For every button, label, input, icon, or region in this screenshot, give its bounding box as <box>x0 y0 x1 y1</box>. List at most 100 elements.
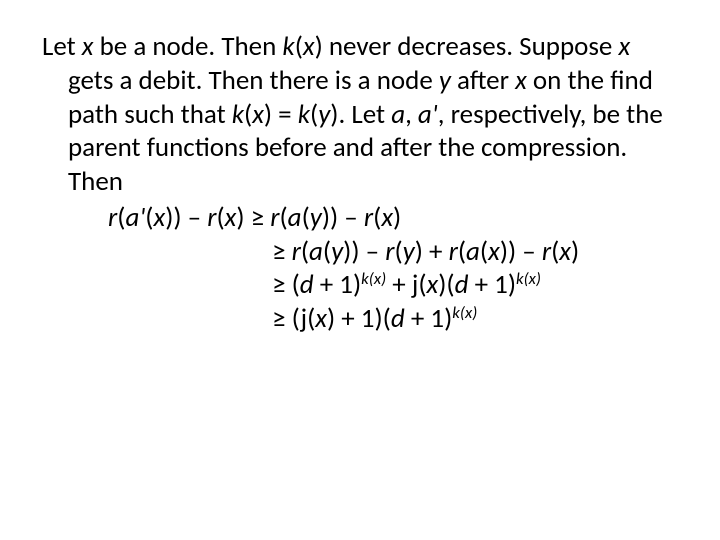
t: + <box>405 302 431 335</box>
intro-paragraph: Let x be a node. Then k(x) never decreas… <box>42 30 678 199</box>
t: ) <box>508 235 516 268</box>
t: + <box>468 268 494 301</box>
t: after <box>451 64 515 97</box>
t: ) <box>351 235 359 268</box>
var-y: y <box>310 201 322 234</box>
var-x: x <box>252 98 264 131</box>
t: ) <box>508 268 516 301</box>
slide-text-body: Let x be a node. Then k(x) never decreas… <box>42 30 678 336</box>
t: + <box>314 268 340 301</box>
t: be a node. Then <box>94 30 283 63</box>
t: 1 <box>494 268 508 301</box>
t: ) <box>415 235 423 268</box>
ge: ≥ <box>272 235 292 268</box>
t: ( <box>302 201 310 234</box>
t: + <box>386 268 412 301</box>
t: ( <box>446 268 454 301</box>
t: ( <box>292 302 301 335</box>
var-r: r <box>108 201 117 234</box>
t: ( <box>418 268 426 301</box>
var-x: x <box>488 235 500 268</box>
t: + <box>423 235 449 268</box>
t: ) <box>330 201 338 234</box>
t: ) <box>322 201 330 234</box>
t: ( <box>301 235 309 268</box>
t: ) <box>315 30 323 63</box>
t: ( <box>216 201 224 234</box>
t: ) <box>500 235 508 268</box>
var-k: k <box>232 98 244 131</box>
t: 1 <box>430 302 444 335</box>
sup-kx: k(x) <box>361 269 386 289</box>
ge: ≥ <box>272 268 292 301</box>
var-r: r <box>364 201 373 234</box>
var-a: a <box>391 98 405 131</box>
t: ( <box>244 98 252 131</box>
var-x: x <box>427 268 439 301</box>
var-x: x <box>315 302 327 335</box>
var-x: x <box>618 30 630 63</box>
t: ) <box>173 201 181 234</box>
t: Let <box>42 30 82 63</box>
slide: Let x be a node. Then k(x) never decreas… <box>0 0 720 540</box>
t: ) <box>327 302 335 335</box>
var-aprime: a' <box>418 98 438 131</box>
t: 1 <box>361 302 375 335</box>
var-d: d <box>391 302 405 335</box>
inequality-line-4: ≥ (j(x) + 1)(d + 1)k(x) <box>42 302 678 336</box>
inequality-line-1: r(a'(x)) – r(x) ≥ r(a(y)) – r(x) <box>42 201 678 235</box>
var-y: y <box>403 235 415 268</box>
t: ( <box>458 235 466 268</box>
t: ( <box>295 30 303 63</box>
t: ) <box>374 302 382 335</box>
t: ) <box>393 201 401 234</box>
var-a: a <box>309 235 323 268</box>
var-a: a <box>288 201 302 234</box>
var-a: a <box>466 235 480 268</box>
sup-kx: k(x) <box>452 303 477 323</box>
var-d: d <box>300 268 314 301</box>
t: gets a debit. Then there is a node <box>68 64 439 97</box>
t: ) <box>236 201 244 234</box>
var-y: y <box>331 235 343 268</box>
t: 1 <box>339 268 353 301</box>
t: – <box>182 201 208 234</box>
var-x: x <box>303 30 315 63</box>
var-y: y <box>439 64 451 97</box>
var-r: r <box>542 235 551 268</box>
inequality-line-2: ≥ r(a(y)) – r(y) + r(a(x)) – r(x) <box>42 235 678 269</box>
inequality-line-3: ≥ (d + 1)k(x) + j(x)(d + 1)k(x) <box>42 268 678 302</box>
var-x: x <box>82 30 94 63</box>
var-k: k <box>298 98 310 131</box>
t: ) <box>353 268 361 301</box>
ge: ≥ <box>245 201 271 234</box>
t: – <box>338 201 364 234</box>
var-x: x <box>515 64 527 97</box>
ge: ≥ <box>272 302 292 335</box>
t: ) <box>264 98 272 131</box>
t: ( <box>292 268 300 301</box>
t: + <box>335 302 361 335</box>
var-k: k <box>282 30 294 63</box>
var-x: x <box>153 201 165 234</box>
var-x: x <box>225 201 237 234</box>
t: – <box>516 235 542 268</box>
var-r: r <box>292 235 301 268</box>
t: ) <box>571 235 579 268</box>
t: ( <box>394 235 402 268</box>
t: ( <box>480 235 488 268</box>
t: = <box>272 98 298 131</box>
t: – <box>360 235 386 268</box>
t: ( <box>383 302 391 335</box>
t: never decreases. Suppose <box>323 30 619 63</box>
t: . Let <box>338 98 391 131</box>
var-r: r <box>449 235 458 268</box>
var-y: y <box>318 98 330 131</box>
var-x: x <box>381 201 393 234</box>
sup-kx: k(x) <box>516 269 541 289</box>
var-x: x <box>559 235 571 268</box>
t: , <box>405 98 418 131</box>
var-aprime: a' <box>125 201 145 234</box>
t: ( <box>323 235 331 268</box>
var-d: d <box>455 268 469 301</box>
